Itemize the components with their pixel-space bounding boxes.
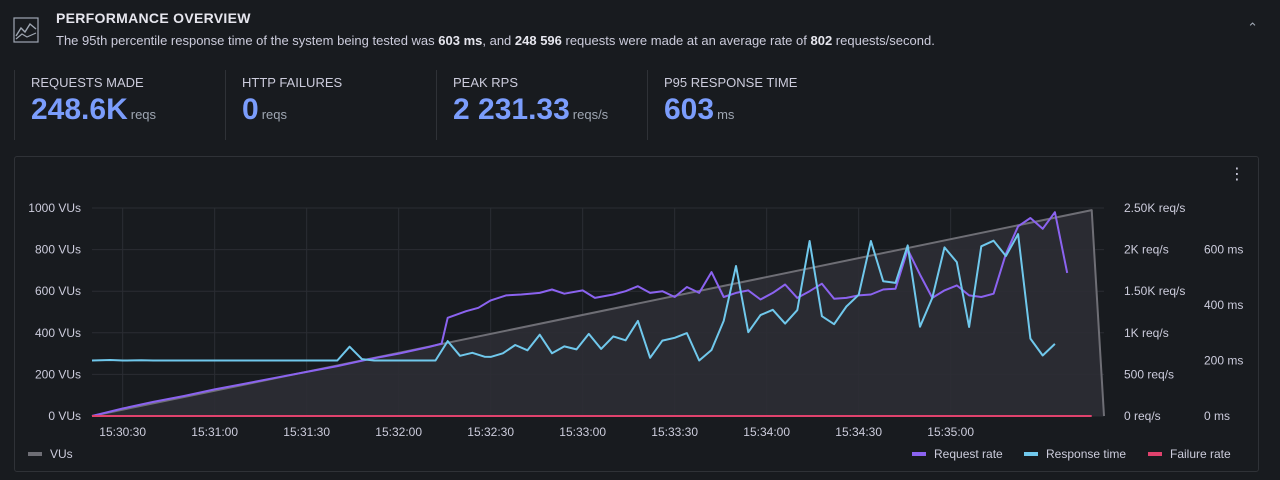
y-left-tick-label: 0 VUs [48, 409, 81, 423]
y-rate-tick-label: 500 req/s [1124, 367, 1174, 381]
kebab-menu-icon[interactable]: ⋮ [1229, 166, 1245, 183]
x-tick-label: 15:34:30 [835, 425, 882, 439]
x-tick-label: 15:32:30 [467, 425, 514, 439]
p95-value: 603 ms [438, 33, 483, 48]
y-rate-tick-label: 1K req/s [1124, 326, 1169, 340]
request-rate-line [91, 211, 1069, 417]
stat-value: 603 [664, 93, 715, 126]
stat-unit: ms [717, 107, 735, 122]
x-tick-label: 15:34:00 [743, 425, 790, 439]
chart-axes: 0 VUs 200 VUs 400 VUs 600 VUs 800 VUs 1000 VU… [28, 201, 1243, 439]
y-left-tick-label: 400 VUs [35, 326, 81, 340]
y-left-tick-label: 600 VUs [35, 284, 81, 298]
stat-label: PEAK RPS [453, 75, 519, 90]
summary-text: The 95th percentile response time of the… [56, 33, 935, 48]
stat-label: REQUESTS MADE [31, 75, 144, 90]
stat-label: HTTP FAILURES [242, 75, 343, 90]
y-left-tick-label: 200 VUs [35, 367, 81, 381]
stat-value: 0 [242, 93, 259, 126]
y-ms-tick-label: 0 ms [1204, 409, 1230, 423]
line-chart-icon [13, 17, 39, 43]
stat-p95-response-time: P95 RESPONSE TIME 603 ms [647, 70, 797, 140]
legend-label: Failure rate [1170, 447, 1231, 461]
stat-unit: reqs [261, 107, 287, 122]
y-rate-tick-label: 2.50K req/s [1124, 201, 1185, 215]
y-left-tick-label: 1000 VUs [28, 201, 81, 215]
stat-http-failures: HTTP FAILURES 0 reqs [225, 70, 342, 140]
x-tick-label: 15:31:00 [191, 425, 238, 439]
page-title: PERFORMANCE OVERVIEW [56, 10, 251, 26]
stat-unit: reqs [130, 107, 157, 122]
x-tick-label: 15:32:00 [375, 425, 422, 439]
legend-label-vus: VUs [50, 447, 73, 461]
legend-label: Response time [1046, 447, 1126, 461]
y-ms-tick-label: 600 ms [1204, 243, 1243, 257]
stat-unit: reqs/s [572, 107, 609, 122]
x-tick-label: 15:33:30 [651, 425, 698, 439]
stat-value: 2 231.33 [453, 93, 570, 126]
stat-row: REQUESTS MADE 248.6K reqs HTTP FAILURES 0… [14, 70, 1274, 140]
x-tick-label: 15:35:00 [927, 425, 974, 439]
y-ms-tick-label: 200 ms [1204, 354, 1243, 368]
x-tick-label: 15:31:30 [283, 425, 330, 439]
stat-requests-made: REQUESTS MADE 248.6K reqs [14, 70, 156, 140]
panel-header: PERFORMANCE OVERVIEW The 95th percentile… [0, 0, 1280, 62]
response-time-line [91, 233, 1056, 362]
request-count-value: 248 596 [514, 33, 562, 48]
avg-rate-value: 802 [810, 33, 833, 48]
chart-series [91, 209, 1105, 417]
stat-label: P95 RESPONSE TIME [664, 75, 798, 90]
x-tick-label: 15:33:00 [559, 425, 606, 439]
y-rate-tick-label: 1.50K req/s [1124, 284, 1185, 298]
y-rate-tick-label: 0 req/s [1124, 409, 1161, 423]
stat-peak-rps: PEAK RPS 2 231.33 reqs/s [436, 70, 608, 140]
y-ms-tick-label: 400 ms [1204, 298, 1243, 312]
collapse-chevron-icon[interactable]: ⌃ [1247, 20, 1258, 35]
legend-label: Request rate [934, 447, 1003, 461]
y-rate-tick-label: 2K req/s [1124, 243, 1169, 257]
stat-value: 248.6K [31, 93, 128, 126]
x-tick-label: 15:30:30 [99, 425, 146, 439]
y-left-tick-label: 800 VUs [35, 243, 81, 257]
chart-legend: VUs Request rate Response time Failure rate [28, 447, 1231, 461]
